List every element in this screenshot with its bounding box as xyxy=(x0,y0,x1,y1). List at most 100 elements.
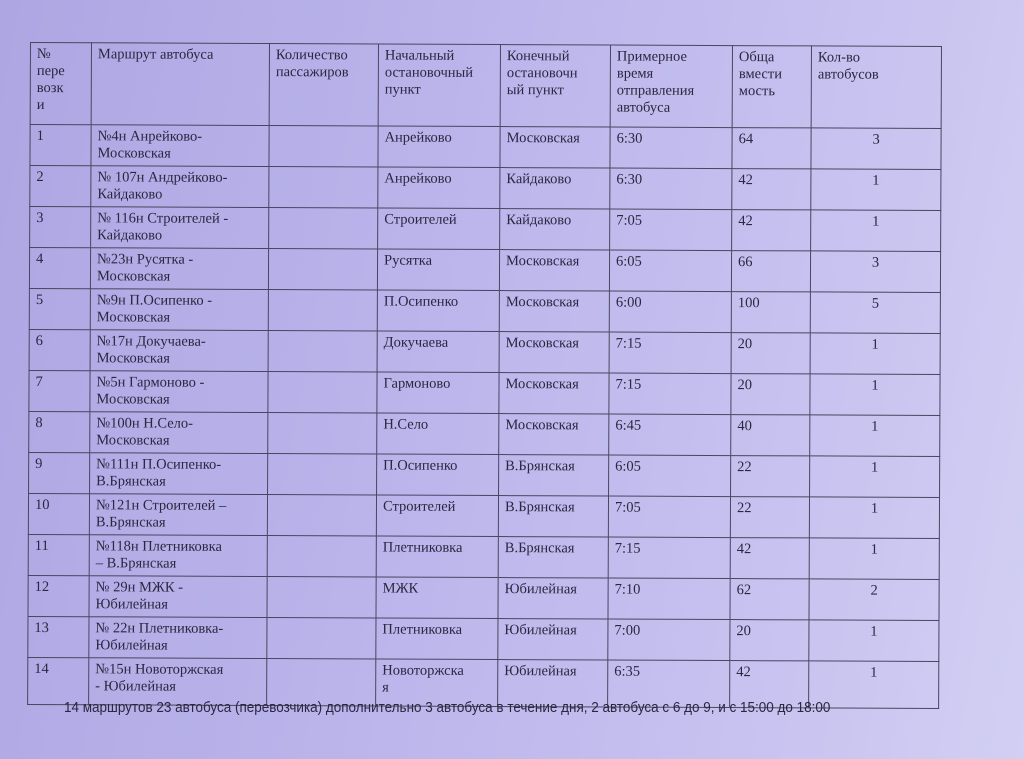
table-row: 4 №23н Русятка - Московская Русятка Московс… xyxy=(29,247,941,293)
cell-number: 12 xyxy=(27,575,90,617)
cell-end-stop: Кайдаково xyxy=(499,167,610,210)
cell-route: №23н Русятка - Московская xyxy=(90,247,269,290)
cell-departure-time: 6:30 xyxy=(609,127,733,169)
cell-bus-count: 1 xyxy=(808,619,939,662)
cell-departure-time: 6:30 xyxy=(609,168,732,210)
cell-bus-count: 1 xyxy=(810,209,941,252)
cell-number: 13 xyxy=(27,616,89,658)
cell-start-stop: Русятка xyxy=(377,249,500,291)
table-row: 10 №121н Строителей – В.Брянская Строителе… xyxy=(28,493,940,539)
header-bus-count: Кол-во автобусов xyxy=(811,45,942,129)
cell-passengers xyxy=(267,535,377,578)
table-row: 6 №17н Докучаева- Московская Докучаева Моск… xyxy=(29,329,941,375)
cell-start-stop: Строителей xyxy=(376,495,499,537)
cell-route: № 107н Андрейково- Кайдаково xyxy=(90,165,269,208)
cell-end-stop: Московская xyxy=(498,372,610,415)
cell-end-stop: Московская xyxy=(499,249,610,292)
cell-capacity: 40 xyxy=(730,414,810,456)
cell-end-stop: Юбилейная xyxy=(497,577,609,620)
cell-number: 9 xyxy=(28,452,90,494)
table-row: 1 №4н Анрейково- Московская Анрейково Моско… xyxy=(29,124,942,170)
cell-passengers xyxy=(267,371,378,414)
cell-number: 11 xyxy=(28,534,90,576)
cell-end-stop: Кайдаково xyxy=(499,208,610,251)
cell-passengers xyxy=(266,658,376,707)
header-capacity: Обща вмести мость xyxy=(732,45,812,128)
cell-capacity: 100 xyxy=(731,291,811,333)
table-row: 7 №5н Гармоново - Московская Гармоново Моск… xyxy=(28,370,941,416)
cell-number: 7 xyxy=(28,370,91,412)
cell-capacity: 66 xyxy=(731,250,811,292)
cell-route: №100н Н.Село- Московская xyxy=(89,411,268,454)
cell-bus-count: 3 xyxy=(810,127,942,170)
cell-bus-count: 1 xyxy=(809,455,940,498)
cell-capacity: 64 xyxy=(731,127,812,169)
table-row: 9 №111н П.Осипенко- В.Брянская П.Осипенко В… xyxy=(28,452,940,498)
cell-bus-count: 1 xyxy=(810,168,941,211)
cell-route: № 22н Плетниковка- Юбилейная xyxy=(88,616,267,659)
cell-capacity: 62 xyxy=(729,578,810,620)
table-row: 12 № 29н МЖК - Юбилейная МЖК Юбилейная 7:10 6… xyxy=(27,575,940,621)
cell-bus-count: 5 xyxy=(810,291,941,334)
cell-capacity: 42 xyxy=(731,209,811,251)
cell-departure-time: 6:05 xyxy=(609,250,732,292)
cell-number: 2 xyxy=(29,165,91,207)
cell-bus-count: 1 xyxy=(809,414,940,457)
cell-start-stop: Анрейково xyxy=(377,126,501,168)
cell-route: № 116н Строителей - Кайдаково xyxy=(90,206,269,249)
cell-passengers xyxy=(268,330,378,373)
cell-bus-count: 3 xyxy=(810,250,941,293)
cell-number: 4 xyxy=(29,247,91,289)
cell-end-stop: Московская xyxy=(499,126,611,169)
header-passengers: Количество пассажиров xyxy=(269,43,379,127)
cell-end-stop: В.Брянская xyxy=(498,495,609,538)
header-route: Маршрут автобуса xyxy=(91,42,270,126)
cell-start-stop: Плетниковка xyxy=(375,618,498,660)
cell-passengers xyxy=(266,617,376,660)
cell-end-stop: Юбилейная xyxy=(497,618,608,661)
cell-departure-time: 7:10 xyxy=(607,578,731,620)
cell-passengers xyxy=(266,576,377,619)
cell-number: 6 xyxy=(29,329,91,371)
cell-departure-time: 7:05 xyxy=(609,209,732,251)
cell-capacity: 20 xyxy=(731,332,811,374)
cell-start-stop: Анрейково xyxy=(377,167,500,209)
cell-passengers xyxy=(267,453,377,496)
cell-capacity: 42 xyxy=(730,537,810,579)
cell-end-stop: В.Брянская xyxy=(498,536,609,579)
table-row: 2 № 107н Андрейково- Кайдаково Анрейково Ка… xyxy=(29,165,941,211)
cell-start-stop: Строителей xyxy=(377,208,500,250)
cell-start-stop: Н.Село xyxy=(376,413,499,455)
cell-start-stop: Плетниковка xyxy=(376,536,499,578)
cell-route: №4н Анрейково- Московская xyxy=(90,124,270,167)
cell-departure-time: 7:00 xyxy=(607,619,730,661)
cell-departure-time: 6:05 xyxy=(608,455,731,497)
cell-start-stop: МЖК xyxy=(375,577,499,619)
cell-passengers xyxy=(267,412,377,455)
table-row: 13 № 22н Плетниковка- Юбилейная Плетниковк… xyxy=(27,616,939,662)
cell-end-stop: Московская xyxy=(498,413,609,456)
cell-route: № 29н МЖК - Юбилейная xyxy=(88,575,268,618)
cell-capacity: 42 xyxy=(731,168,811,210)
header-end-stop: Конечный остановочн ый пункт xyxy=(500,44,611,128)
cell-route: №111н П.Осипенко- В.Брянская xyxy=(89,452,268,495)
table-row: 3 № 116н Строителей - Кайдаково Строителей… xyxy=(29,206,941,252)
cell-departure-time: 6:45 xyxy=(608,414,731,456)
cell-passengers xyxy=(268,289,378,332)
cell-start-stop: П.Осипенко xyxy=(376,454,499,496)
cell-number: 8 xyxy=(28,411,90,453)
cell-start-stop: Гармоново xyxy=(376,372,500,414)
cell-route: №17н Докучаева- Московская xyxy=(90,329,269,372)
cell-departure-time: 7:15 xyxy=(608,373,732,415)
cell-number: 3 xyxy=(29,206,91,248)
cell-bus-count: 1 xyxy=(809,373,941,416)
cell-passengers xyxy=(268,207,378,250)
cell-departure-time: 7:05 xyxy=(608,496,731,538)
cell-route: №9н П.Осипенко - Московская xyxy=(90,288,269,331)
cell-number: 1 xyxy=(29,124,92,166)
cell-number: 14 xyxy=(27,657,89,705)
table-row: 5 №9н П.Осипенко - Московская П.Осипенко Мо… xyxy=(29,288,941,334)
cell-route: №121н Строителей – В.Брянская xyxy=(89,493,268,536)
cell-capacity: 22 xyxy=(730,496,810,538)
cell-departure-time: 7:15 xyxy=(608,537,731,579)
